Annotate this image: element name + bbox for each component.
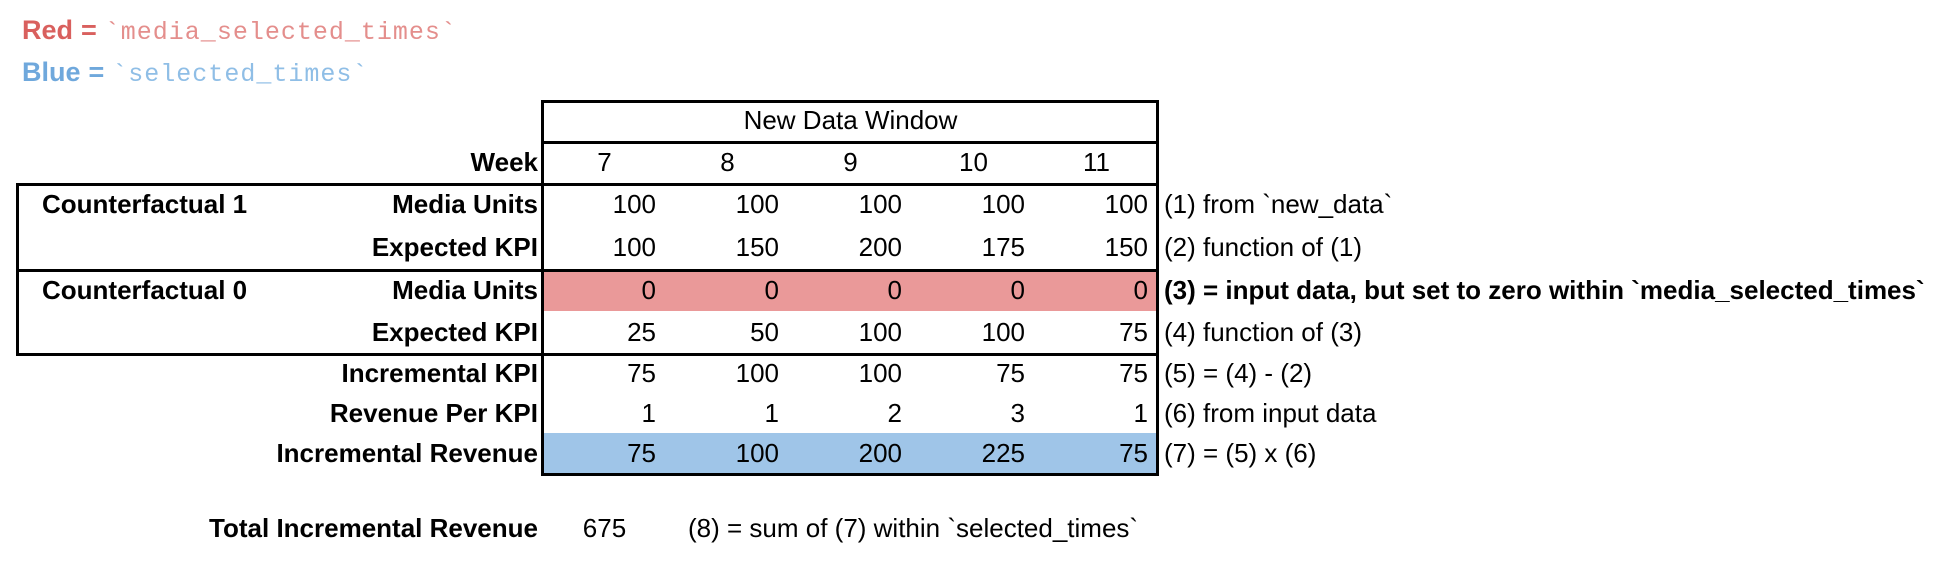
red-highlight-row-fill xyxy=(544,270,1157,311)
data-cell: 75 xyxy=(627,358,656,388)
annotation-7: (7) = (5) x (6) xyxy=(1164,438,1317,468)
table-line-between-counterfactuals xyxy=(16,269,1159,272)
legend-red-equals: = xyxy=(81,15,97,45)
row-label: Incremental Revenue xyxy=(276,438,538,468)
row-label: Revenue Per KPI xyxy=(329,398,538,428)
week-cell: 11 xyxy=(1083,147,1110,177)
table-border-top xyxy=(541,100,1159,103)
data-cell-red: 0 xyxy=(887,275,902,305)
legend-blue-code: `selected_times` xyxy=(112,60,369,89)
legend-blue-line: Blue = `selected_times` xyxy=(22,54,368,93)
row-label: Incremental KPI xyxy=(341,358,538,388)
group-box-left-border xyxy=(16,183,19,356)
data-cell: 100 xyxy=(735,358,779,388)
annotation-1: (1) from `new_data` xyxy=(1164,189,1393,219)
data-cell-red: 0 xyxy=(641,275,656,305)
week-cell: 8 xyxy=(720,147,735,177)
data-cell: 100 xyxy=(981,189,1025,219)
table-border-left xyxy=(541,100,544,476)
data-cell: 1 xyxy=(641,398,656,428)
annotation-5: (5) = (4) - (2) xyxy=(1164,358,1313,388)
week-cell: 10 xyxy=(959,147,988,177)
data-cell: 50 xyxy=(750,317,779,347)
group-label-counterfactual-1: Counterfactual 1 xyxy=(42,189,248,219)
data-cell-red: 0 xyxy=(1133,275,1148,305)
new-data-window-header: New Data Window xyxy=(743,105,958,135)
data-cell: 75 xyxy=(996,358,1025,388)
data-cell: 150 xyxy=(1104,232,1148,262)
table-line-under-window-header xyxy=(541,141,1159,144)
legend-blue-equals: = xyxy=(88,57,105,87)
legend-red-code: `media_selected_times` xyxy=(104,18,457,47)
data-cell: 100 xyxy=(981,317,1025,347)
data-cell: 100 xyxy=(858,189,902,219)
legend-red-label: Red xyxy=(22,15,74,45)
data-cell-blue: 75 xyxy=(1119,438,1148,468)
legend-blue-label: Blue xyxy=(22,57,81,87)
data-cell: 175 xyxy=(981,232,1025,262)
row-label: Expected KPI xyxy=(371,232,538,262)
annotation-8: (8) = sum of (7) within `selected_times` xyxy=(688,513,1139,543)
week-cell: 7 xyxy=(597,147,612,177)
week-row-label: Week xyxy=(470,147,538,177)
data-cell-blue: 200 xyxy=(858,438,902,468)
data-cell: 100 xyxy=(612,232,656,262)
data-cell: 100 xyxy=(612,189,656,219)
data-cell: 1 xyxy=(1133,398,1148,428)
data-cell: 100 xyxy=(858,317,902,347)
table-border-right xyxy=(1156,100,1159,476)
legend-red-line: Red = `media_selected_times` xyxy=(22,12,457,51)
blue-highlight-row-fill xyxy=(544,433,1157,473)
row-label: Expected KPI xyxy=(371,317,538,347)
data-cell-red: 0 xyxy=(1010,275,1025,305)
annotation-4: (4) function of (3) xyxy=(1164,317,1362,347)
table-line-under-counterfactual-0 xyxy=(16,353,1159,356)
data-cell: 25 xyxy=(627,317,656,347)
table-line-under-week-row xyxy=(16,183,1159,186)
row-label: Media Units xyxy=(392,189,538,219)
data-cell: 150 xyxy=(735,232,779,262)
data-cell: 3 xyxy=(1010,398,1025,428)
data-cell: 75 xyxy=(1119,317,1148,347)
annotation-6: (6) from input data xyxy=(1164,398,1377,428)
data-cell: 2 xyxy=(887,398,902,428)
table-border-bottom xyxy=(541,473,1159,476)
group-label-counterfactual-0: Counterfactual 0 xyxy=(42,275,248,305)
row-label: Media Units xyxy=(392,275,538,305)
data-cell: 100 xyxy=(858,358,902,388)
data-cell: 1 xyxy=(764,398,779,428)
data-cell: 75 xyxy=(1119,358,1148,388)
data-cell-red: 0 xyxy=(764,275,779,305)
data-cell-blue: 75 xyxy=(627,438,656,468)
data-cell: 200 xyxy=(858,232,902,262)
data-cell-blue: 100 xyxy=(735,438,779,468)
week-cell: 9 xyxy=(843,147,858,177)
data-cell: 100 xyxy=(735,189,779,219)
total-value: 675 xyxy=(582,513,627,543)
data-cell-blue: 225 xyxy=(981,438,1025,468)
total-label: Total Incremental Revenue xyxy=(209,513,538,543)
data-cell: 100 xyxy=(1104,189,1148,219)
annotation-2: (2) function of (1) xyxy=(1164,232,1362,262)
annotation-3: (3) = input data, but set to zero within… xyxy=(1164,275,1925,305)
